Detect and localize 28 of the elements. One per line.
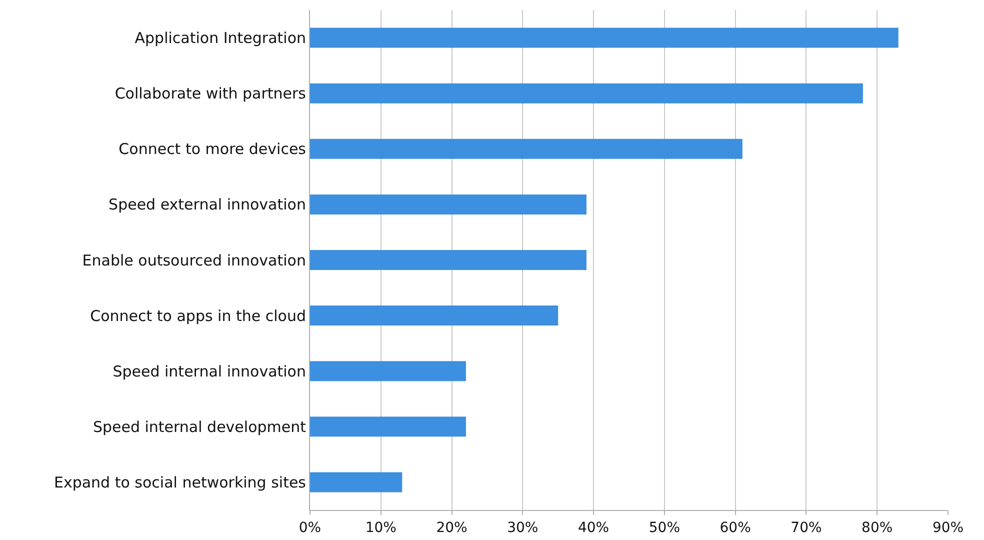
y-tick-label: Speed internal innovation xyxy=(112,362,306,380)
x-tick-label: 50% xyxy=(648,520,680,536)
bar xyxy=(310,138,742,159)
x-tick-label: 20% xyxy=(436,520,468,536)
bar xyxy=(310,250,586,270)
bar xyxy=(310,306,558,326)
y-tick-label: Speed external innovation xyxy=(108,196,306,214)
y-tick-label: Collaborate with partners xyxy=(114,84,306,103)
x-tick-label: 60% xyxy=(720,520,751,536)
y-tick-label: Application Integration xyxy=(134,29,306,48)
bar xyxy=(310,28,898,48)
x-tick-label: 30% xyxy=(507,520,538,536)
y-tick-label: Connect to more devices xyxy=(118,140,306,158)
bar xyxy=(310,361,466,382)
x-tick-label: 80% xyxy=(862,520,893,536)
bar xyxy=(310,194,586,214)
x-tick-label: 90% xyxy=(932,520,964,536)
x-tick-label: 70% xyxy=(790,520,822,536)
y-tick-label: Expand to social networking sites xyxy=(54,473,306,492)
bar xyxy=(310,83,863,104)
y-tick-label: Speed internal development xyxy=(92,418,306,436)
bar xyxy=(310,416,466,437)
bar xyxy=(310,472,402,492)
x-tick-label: 0% xyxy=(298,520,322,536)
y-tick-label: Connect to apps in the cloud xyxy=(90,306,306,325)
y-tick-label: Enable outsourced innovation xyxy=(82,251,306,270)
x-tick-label: 40% xyxy=(578,520,610,536)
x-tick-label: 10% xyxy=(365,520,396,536)
